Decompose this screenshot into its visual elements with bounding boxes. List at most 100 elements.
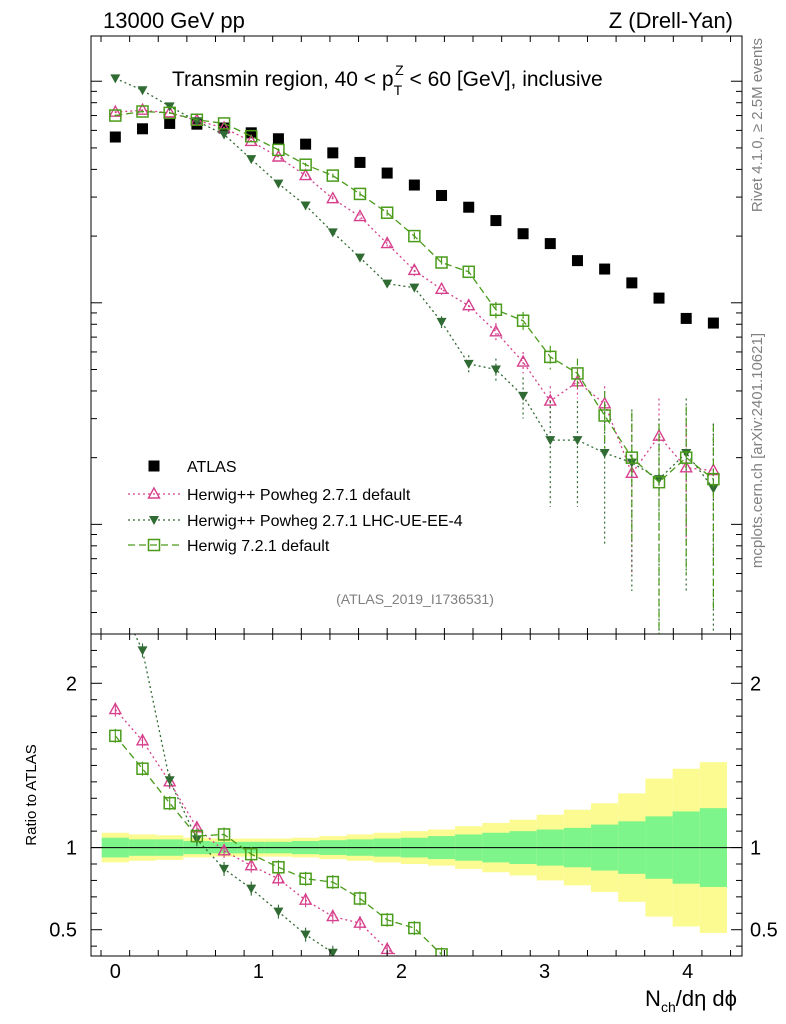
data-point [680,312,692,324]
data-point [516,314,530,327]
data-point [408,229,421,243]
data-point [300,138,312,150]
data-point [137,86,148,96]
mcplots-source-label: mcplots.cern.ch [arXiv:2401.10621] [749,333,766,568]
series-2-line [115,77,714,489]
process-label: Z (Drell-Yan) [609,8,733,33]
ratio-y-tick-label: 2 [66,673,77,695]
data-point [353,209,367,222]
data-point [298,168,313,181]
ratio-point [272,861,285,874]
data-point [490,365,501,375]
ratio-point [135,733,150,746]
ratio-point [164,776,175,786]
data-point [571,367,584,380]
data-point [679,451,693,464]
data-point [435,256,448,269]
data-point [326,191,340,204]
x-tick-label: 2 [396,961,407,983]
data-point [599,263,611,275]
ratio-point [137,646,148,656]
data-point [300,201,311,211]
x-tick-label: 4 [682,961,693,983]
data-point [190,113,204,127]
data-point [354,156,366,168]
ratio-point [271,871,286,884]
ratio-y-tick-label: 2 [750,673,761,695]
data-point [544,238,556,250]
data-point [625,451,639,464]
data-point [163,106,176,120]
legend-label: ATLAS [187,459,237,476]
legend: ATLAS Herwig++ Powheg 2.7.1 default Herwig… [128,459,463,555]
ratio-point [108,702,123,715]
legend-marker [148,460,160,472]
data-point [109,131,121,143]
legend-label: Herwig 7.2.1 default [187,538,330,555]
ratio-point [380,913,394,927]
series-3 [109,105,720,634]
legend-label: Herwig++ Powheg 2.7.1 LHC-UE-EE-4 [187,513,463,530]
data-point [244,129,258,143]
data-point [245,127,257,139]
ratio-point [408,921,421,935]
data-point [571,255,583,267]
data-point [409,283,420,293]
data-point [462,298,476,311]
data-point [545,436,556,446]
data-point [679,460,693,473]
ratio-series-2 [109,728,448,956]
data-point [244,133,258,147]
data-point [110,74,121,84]
analysis-id-label: (ATLAS_2019_I1736531) [336,591,494,607]
ratio-point [190,829,204,843]
ratio-point [217,843,231,856]
x-axis-label: Nch/dη dϕ [645,986,737,1015]
data-point [272,133,284,145]
ratio-series-1 [134,634,338,956]
ratio-point [300,930,311,940]
energy-label: 13000 GeV pp [103,8,245,33]
ratio-point [353,915,367,928]
ratio-point [353,892,367,905]
data-point [407,262,422,276]
ratio-point [244,847,258,861]
ratio-y-tick-label: 0.5 [750,920,778,942]
ratio-point [298,892,313,905]
ratio-panel: 0.5 0.5 1 1 2 2 Ratio to ATLAS [23,633,778,957]
data-point [109,109,122,122]
data-point [382,279,393,289]
data-point [707,472,720,486]
ratio-point [217,828,231,841]
ratio-frame [90,633,743,957]
data-point [327,228,338,238]
ratio-point [244,858,258,871]
legend-label: Herwig++ Powheg 2.7.1 default [187,487,411,504]
data-point [217,117,231,130]
data-point [708,484,719,494]
data-point [516,354,530,367]
ratio-point [273,907,284,917]
data-point [463,201,475,213]
data-point [327,147,339,159]
data-point [653,292,665,304]
data-point [544,350,557,364]
data-point [380,206,394,219]
ratio-point [299,872,312,886]
data-point [652,475,666,489]
x-tick-label: 3 [539,961,550,983]
ratio-point [109,729,122,743]
data-point [381,167,393,179]
main-panel: Transmin region, 40 < pTZ < 60 [GeV], in… [90,35,743,635]
ratio-y-tick-label: 1 [750,838,761,860]
legend-marker [147,486,161,499]
data-point [463,359,474,369]
data-point [572,436,583,446]
ratio-point [219,864,230,874]
ratio-point [246,884,257,894]
data-point [136,105,149,118]
data-point [489,324,503,337]
data-point [707,317,719,329]
ratio-point [326,875,340,889]
